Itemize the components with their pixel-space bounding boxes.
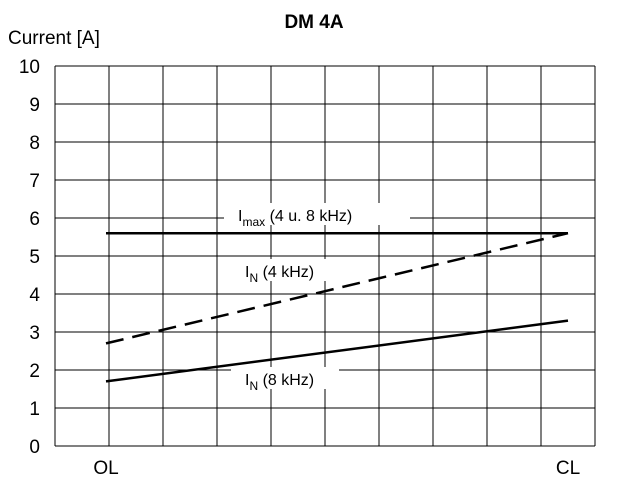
series-label-subscript: max xyxy=(242,215,265,229)
series-label-background xyxy=(231,367,339,389)
x-tick-label: CL xyxy=(556,458,580,479)
series-label-subscript: N xyxy=(249,379,258,393)
series-label-main: I xyxy=(238,208,242,225)
series-label-background xyxy=(231,259,339,281)
series-label-main: I xyxy=(245,264,249,281)
y-tick-label: 9 xyxy=(29,95,40,116)
tick-labels: 0 1 2 3 4 5 6 7 8 9 10 OL CL xyxy=(19,57,580,479)
y-tick-label: 3 xyxy=(29,323,40,344)
series-label-2: IN (4 kHz) xyxy=(245,264,314,285)
grid xyxy=(54,65,596,447)
y-tick-label: 10 xyxy=(19,57,40,78)
y-tick-label: 5 xyxy=(29,247,40,268)
series-lines xyxy=(105,231,569,383)
series-label-main: I xyxy=(245,372,249,389)
y-tick-label: 2 xyxy=(29,361,40,382)
series-label-rest: (8 kHz) xyxy=(258,372,314,389)
series-labels: Imax (4 u. 8 kHz)IN (4 kHz)IN (8 kHz) xyxy=(224,203,410,393)
chart-title: DM 4A xyxy=(284,12,343,33)
y-tick-label: 4 xyxy=(29,285,40,306)
y-tick-label: 6 xyxy=(29,209,40,230)
series-label-subscript: N xyxy=(249,271,258,285)
series-line-3 xyxy=(105,319,569,383)
series-label-rest: (4 u. 8 kHz) xyxy=(265,208,352,225)
y-tick-label: 7 xyxy=(29,171,40,192)
series-label-1: Imax (4 u. 8 kHz) xyxy=(238,208,352,229)
series-label-background xyxy=(224,203,410,225)
series-line-2 xyxy=(105,231,569,345)
y-tick-label: 1 xyxy=(29,399,40,420)
x-tick-label: OL xyxy=(93,458,118,479)
y-tick-label: 0 xyxy=(29,437,40,458)
y-axis-label: Current [A] xyxy=(8,28,100,49)
series-label-rest: (4 kHz) xyxy=(258,264,314,281)
series-label-3: IN (8 kHz) xyxy=(245,372,314,393)
y-tick-label: 8 xyxy=(29,133,40,154)
